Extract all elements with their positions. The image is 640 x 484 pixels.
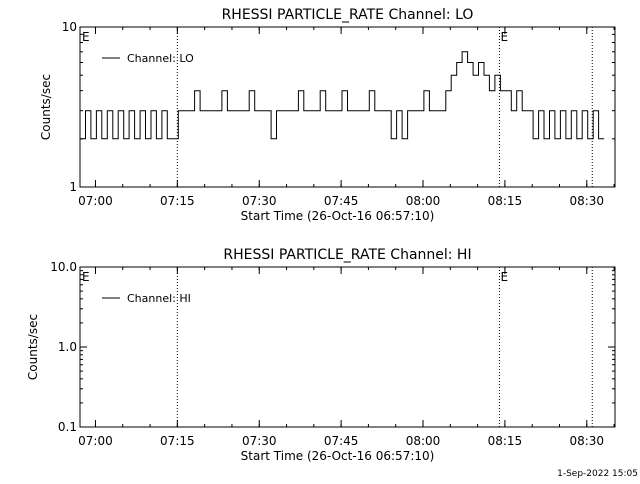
x-tick-label: 07:45 <box>324 434 359 448</box>
x-tick-label: 07:00 <box>78 434 113 448</box>
data-series-line <box>80 51 605 140</box>
y-axis-title: Counts/sec <box>39 74 53 140</box>
plot-frame <box>79 266 616 428</box>
y-tick-label: 1 <box>69 180 77 194</box>
legend-label: Channel: LO <box>127 52 194 65</box>
legend-label: Channel: HI <box>127 292 191 305</box>
y-tick-label: 10.0 <box>50 260 77 274</box>
x-tick-label: 07:30 <box>242 434 277 448</box>
event-marker: E <box>82 270 90 284</box>
x-axis-title: Start Time (26-Oct-16 06:57:10) <box>241 209 435 223</box>
x-tick-label: 07:00 <box>78 194 113 208</box>
event-marker: E <box>82 30 90 44</box>
x-tick-label: 08:30 <box>569 434 604 448</box>
x-tick-label: 08:00 <box>406 434 441 448</box>
footer-timestamp: 1-Sep-2022 15:05 <box>557 469 638 479</box>
chart-title: RHESSI PARTICLE_RATE Channel: HI <box>223 247 471 263</box>
event-marker: E <box>500 270 508 284</box>
x-tick-label: 08:15 <box>488 434 523 448</box>
y-tick-label: 10 <box>62 20 77 34</box>
x-tick-label: 08:15 <box>488 194 523 208</box>
y-tick-label: 1.0 <box>58 340 77 354</box>
x-tick-label: 07:15 <box>160 194 195 208</box>
x-tick-label: 08:30 <box>569 194 604 208</box>
x-tick-label: 07:45 <box>324 194 359 208</box>
y-tick-label: 0.1 <box>58 420 77 434</box>
x-tick-label: 08:00 <box>406 194 441 208</box>
x-tick-label: 07:30 <box>242 194 277 208</box>
x-axis-title: Start Time (26-Oct-16 06:57:10) <box>241 449 435 463</box>
y-axis-title: Counts/sec <box>26 314 40 380</box>
chart-title: RHESSI PARTICLE_RATE Channel: LO <box>222 7 474 23</box>
plot-frame <box>79 26 616 188</box>
event-marker: E <box>500 30 508 44</box>
x-tick-label: 07:15 <box>160 434 195 448</box>
